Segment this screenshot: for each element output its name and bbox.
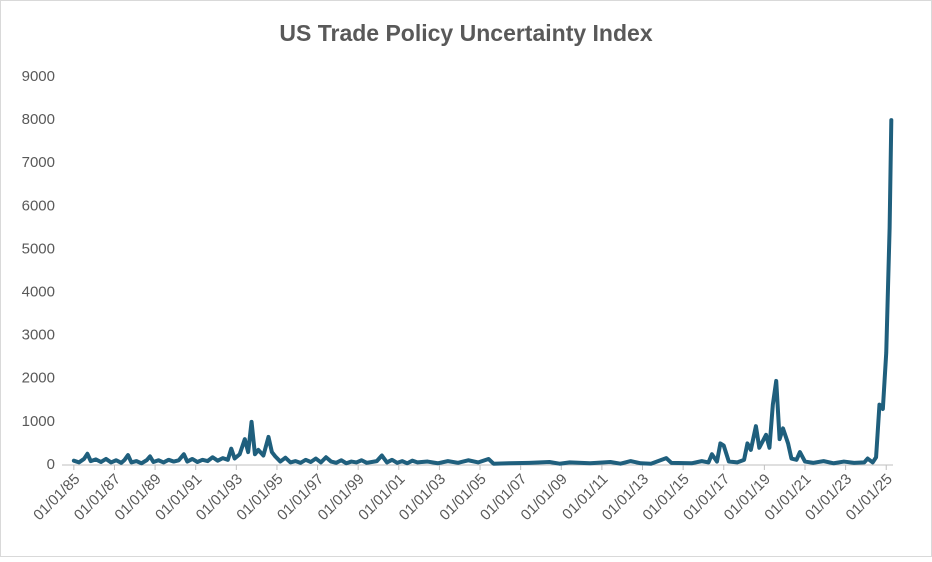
y-tick-label: 6000 xyxy=(22,197,55,214)
y-tick-label: 4000 xyxy=(22,284,55,301)
y-tick-label: 1000 xyxy=(22,413,55,430)
line-series xyxy=(71,118,894,466)
y-tick-label: 9000 xyxy=(22,68,55,85)
chart-title: US Trade Policy Uncertainty Index xyxy=(279,20,652,46)
y-tick-label: 7000 xyxy=(22,154,55,171)
y-tick-label: 2000 xyxy=(22,370,55,387)
y-tick-label: 0 xyxy=(47,456,55,473)
y-tick-label: 8000 xyxy=(22,111,55,128)
y-tick-label: 3000 xyxy=(22,327,55,344)
y-tick-label: 5000 xyxy=(22,240,55,257)
